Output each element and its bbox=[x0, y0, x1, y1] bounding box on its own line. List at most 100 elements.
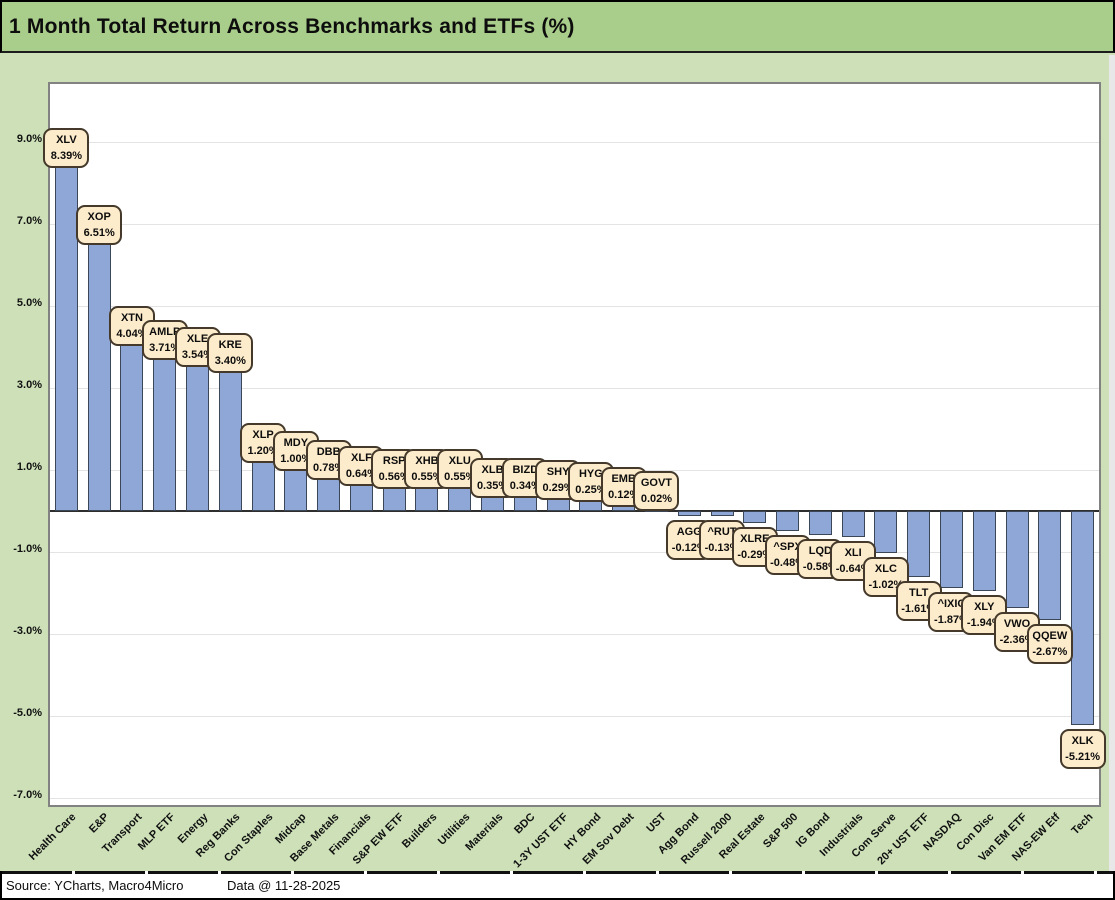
callout-value: 3.40% bbox=[214, 354, 246, 367]
bar bbox=[743, 511, 767, 523]
bar bbox=[382, 488, 406, 511]
callout-ticker: QQEW bbox=[1032, 630, 1068, 643]
window-edge-strip bbox=[1109, 55, 1115, 871]
bar bbox=[939, 511, 963, 588]
y-tick-label: 1.0% bbox=[16, 461, 42, 473]
gridline bbox=[50, 306, 1099, 307]
callout-value: 3.54% bbox=[181, 348, 214, 361]
callout-ticker: XLI bbox=[844, 547, 862, 560]
callout-ticker: SHY bbox=[546, 466, 570, 479]
y-tick-label: 9.0% bbox=[16, 133, 42, 145]
callout-ticker: XLB bbox=[481, 463, 504, 476]
y-tick-label: 3.0% bbox=[16, 379, 42, 391]
callout-value: 0.29% bbox=[542, 482, 574, 495]
bar bbox=[1005, 511, 1029, 608]
callout-value: -0.58% bbox=[802, 560, 838, 573]
callout-ticker: TLT bbox=[909, 587, 929, 599]
callout-ticker: XLV bbox=[56, 134, 77, 146]
bar bbox=[972, 511, 996, 591]
callout-value: -1.94% bbox=[966, 616, 1002, 629]
bar bbox=[120, 345, 144, 511]
callout-ticker: XOP bbox=[87, 211, 111, 224]
callout-ticker: XLF bbox=[351, 451, 372, 464]
callout-value: 0.35% bbox=[476, 479, 509, 492]
callout-ticker: XLC bbox=[874, 562, 897, 575]
gridline bbox=[50, 716, 1099, 717]
callout-ticker: XLK bbox=[1071, 734, 1094, 747]
y-tick-label: -3.0% bbox=[13, 625, 42, 637]
callout-ticker: ^SPX bbox=[773, 540, 802, 553]
bar bbox=[415, 488, 439, 511]
bar bbox=[579, 500, 603, 511]
callout-ticker: AMLP bbox=[149, 325, 181, 338]
bar bbox=[677, 511, 701, 516]
callout-ticker: VWO bbox=[1003, 617, 1031, 630]
bar bbox=[776, 511, 800, 531]
callout-ticker: XLRE bbox=[740, 532, 770, 545]
callout-value: -0.29% bbox=[737, 548, 773, 561]
callout-ticker: XLU bbox=[448, 455, 471, 468]
callout-ticker: ^IXIC bbox=[937, 597, 966, 610]
callout-value: 4.04% bbox=[116, 328, 148, 341]
callout-value: -5.21% bbox=[1065, 750, 1101, 763]
bar bbox=[87, 244, 111, 511]
callout-ticker: XLE bbox=[186, 332, 209, 345]
bar bbox=[841, 511, 865, 538]
callout-value: 0.55% bbox=[411, 471, 443, 484]
callout-ticker: KRE bbox=[218, 338, 242, 351]
callout-ticker: MDY bbox=[283, 437, 309, 449]
bar-callout: XLK -5.21% bbox=[1059, 728, 1106, 769]
bar-callout: XLV 8.39% bbox=[43, 128, 90, 168]
bar bbox=[481, 496, 505, 511]
callout-ticker: XHB bbox=[415, 455, 439, 468]
bar bbox=[907, 511, 931, 577]
gridline bbox=[50, 798, 1099, 799]
data-date-text: Data @ 11-28-2025 bbox=[227, 878, 341, 893]
source-text: Source: YCharts, Macro4Micro bbox=[6, 878, 184, 893]
bar bbox=[349, 484, 373, 511]
callout-value: -1.87% bbox=[934, 613, 969, 626]
callout-value: -0.64% bbox=[835, 563, 871, 576]
bar bbox=[153, 358, 177, 511]
callout-ticker: DBB bbox=[316, 446, 341, 459]
y-tick-label: -5.0% bbox=[13, 707, 42, 719]
callout-value: -1.02% bbox=[868, 578, 904, 591]
bar bbox=[513, 497, 537, 511]
callout-value: 1.00% bbox=[280, 453, 312, 465]
callout-ticker: AGG bbox=[676, 525, 702, 538]
bar bbox=[874, 511, 898, 553]
bar bbox=[710, 511, 734, 517]
callout-ticker: XLY bbox=[974, 600, 995, 613]
bar bbox=[1038, 511, 1062, 621]
callout-value: -0.48% bbox=[770, 556, 805, 569]
callout-value: 0.02% bbox=[640, 493, 673, 506]
callout-value: 0.55% bbox=[444, 471, 476, 484]
bar bbox=[1071, 511, 1095, 725]
callout-value: 0.56% bbox=[378, 471, 410, 484]
callout-value: 3.71% bbox=[149, 341, 181, 354]
callout-ticker: HYG bbox=[578, 467, 603, 480]
y-tick-label: -1.0% bbox=[13, 543, 42, 555]
callout-ticker: LQD bbox=[808, 544, 832, 557]
callout-value: 1.20% bbox=[247, 444, 279, 457]
gridline bbox=[50, 388, 1099, 389]
gridline bbox=[50, 224, 1099, 225]
callout-ticker: EMB bbox=[611, 473, 636, 486]
bar-callout: KRE 3.40% bbox=[207, 332, 254, 373]
bar-callout: QQEW -2.67% bbox=[1026, 624, 1073, 665]
callout-value: 6.51% bbox=[83, 227, 115, 240]
bar bbox=[251, 461, 275, 511]
callout-value: -2.36% bbox=[999, 633, 1035, 646]
callout-value: -0.12% bbox=[671, 541, 707, 554]
callout-ticker: XLP bbox=[252, 428, 274, 441]
bar bbox=[284, 470, 308, 511]
bar bbox=[808, 511, 832, 535]
callout-value: 0.34% bbox=[509, 480, 541, 493]
bar bbox=[218, 371, 242, 511]
bar-callout: GOVT 0.02% bbox=[633, 471, 680, 512]
gridline bbox=[50, 142, 1099, 143]
callout-value: -2.67% bbox=[1032, 646, 1068, 659]
callout-ticker: BIZD bbox=[512, 464, 539, 477]
bar bbox=[546, 499, 570, 511]
